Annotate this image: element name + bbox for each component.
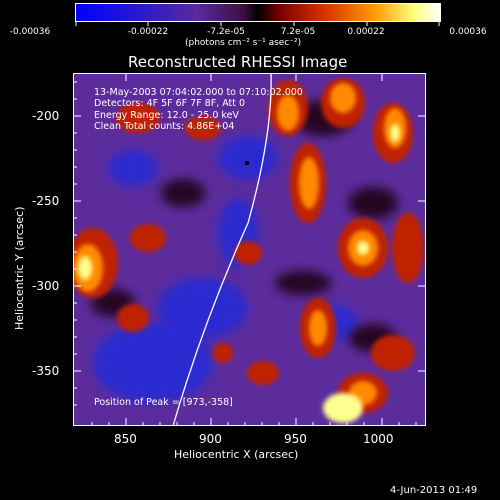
colorbar-tick-label: 0.00036 xyxy=(449,27,487,37)
x-axis-title: Heliocentric X (arcsec) xyxy=(174,448,299,461)
detectors-info: Detectors: 4F 5F 6F 7F 8F, Att 0 xyxy=(94,98,246,109)
colorbar-tick-label: -0.00036 xyxy=(9,27,51,37)
energy-range-info: Energy Range: 12.0 - 25.0 keV xyxy=(94,110,239,121)
render-timestamp: 4-Jun-2013 01:49 xyxy=(390,485,478,496)
colorbar-tick-label: 0.00022 xyxy=(347,27,385,37)
colorbar-units: (photons cm⁻² s⁻¹ asec⁻²) xyxy=(185,38,302,48)
x-tick-label: 1000 xyxy=(363,432,394,446)
y-axis-title: Heliocentric Y (arcsec) xyxy=(13,206,26,330)
colorbar-ticks xyxy=(75,21,441,26)
y-tick-label: -250 xyxy=(32,194,60,208)
x-tick-label: 950 xyxy=(284,432,307,446)
image-title: Reconstructed RHESSI Image xyxy=(128,53,348,71)
x-tick-label: 900 xyxy=(199,432,222,446)
x-tick-label: 850 xyxy=(114,432,137,446)
peak-position: Position of Peak = [973,-358] xyxy=(94,397,233,408)
y-tick-label: -300 xyxy=(32,279,60,293)
colorbar-tick-label: 7.2e-05 xyxy=(280,27,316,37)
y-tick-label: -200 xyxy=(32,109,60,123)
observation-time-range: 13-May-2003 07:04:02.000 to 07:10:02.000 xyxy=(94,87,303,98)
colorbar-tick-label: -0.00022 xyxy=(127,27,169,37)
y-tick-label: -350 xyxy=(32,364,60,378)
clean-total-counts: Clean Total counts: 4.86E+04 xyxy=(94,121,235,132)
colorbar-tick-label: -7.2e-05 xyxy=(207,27,245,37)
colorbar xyxy=(75,3,441,22)
